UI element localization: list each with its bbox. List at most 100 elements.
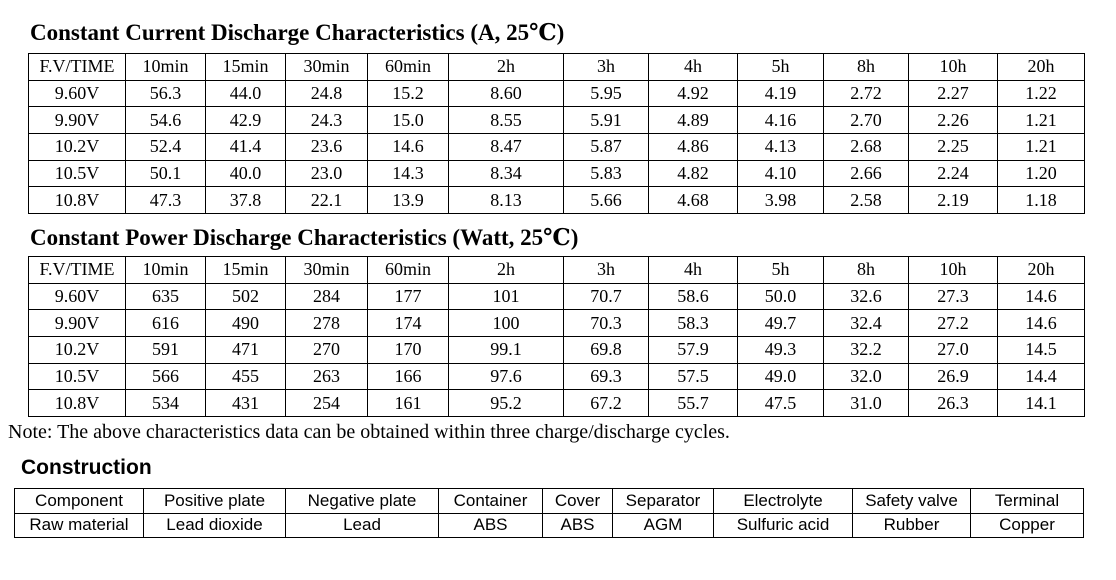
table-row: 10.8V 534 431 254 161 95.2 67.2 55.7 47.5 31.0 26.… xyxy=(28,389,1085,418)
table-row: 10.5V 50.1 40.0 23.0 14.3 8.34 5.83 4.82 4.10 2.6… xyxy=(28,159,1085,188)
table-cell: 2.24 xyxy=(908,159,998,188)
table-cell: 1.22 xyxy=(997,79,1085,108)
table-cell: 101 xyxy=(448,282,564,311)
table-cell: Safety valve xyxy=(852,488,971,514)
table-cell: 55.7 xyxy=(648,389,738,418)
header-row: F.V/TIME 10min 15min 30min 60min 2h 3h 4h 5h 8h 10… xyxy=(28,53,1085,81)
table-cell: 4.16 xyxy=(737,106,824,135)
header-row: F.V/TIME 10min 15min 30min 60min 2h 3h 4h 5h 8h 10… xyxy=(28,256,1085,284)
table-cell: 49.3 xyxy=(737,336,824,364)
table-cell: 2.25 xyxy=(908,133,998,161)
power-discharge-title: Constant Power Discharge Characteristics… xyxy=(30,225,579,250)
column-header: F.V/TIME xyxy=(28,256,126,284)
table-cell: 14.6 xyxy=(997,282,1085,311)
table-cell: 50.1 xyxy=(125,159,206,188)
table-cell: 32.0 xyxy=(823,362,909,391)
column-header: 10min xyxy=(125,256,206,284)
table-cell: 14.3 xyxy=(367,159,449,188)
table-cell: 32.2 xyxy=(823,336,909,364)
column-header: 10h xyxy=(908,53,998,81)
table-cell: 502 xyxy=(205,282,286,311)
table-cell: 431 xyxy=(205,389,286,418)
table-cell: 8.47 xyxy=(448,133,564,161)
table-cell: 2.19 xyxy=(908,186,998,215)
column-header: 8h xyxy=(823,256,909,284)
table-cell: 26.9 xyxy=(908,362,998,391)
table-cell: 52.4 xyxy=(125,133,206,161)
table-cell: 161 xyxy=(367,389,449,418)
table-cell: 2.68 xyxy=(823,133,909,161)
table-cell: 10.2V xyxy=(28,133,126,161)
column-header: 15min xyxy=(205,53,286,81)
table-cell: ABS xyxy=(438,512,543,538)
table-cell: 14.1 xyxy=(997,389,1085,418)
table-cell: 5.83 xyxy=(563,159,649,188)
table-cell: 37.8 xyxy=(205,186,286,215)
table-cell: 635 xyxy=(125,282,206,311)
table-row: Component Positive plate Negative plate Con… xyxy=(14,488,1084,514)
table-cell: 69.3 xyxy=(563,362,649,391)
table-cell: 27.3 xyxy=(908,282,998,311)
table-cell: 22.1 xyxy=(285,186,368,215)
table-cell: AGM xyxy=(612,512,714,538)
table-cell: 174 xyxy=(367,309,449,338)
table-cell: 4.10 xyxy=(737,159,824,188)
table-row: 10.2V 591 471 270 170 99.1 69.8 57.9 49.3 32.2 27.… xyxy=(28,336,1085,364)
table-cell: 41.4 xyxy=(205,133,286,161)
table-cell: 32.4 xyxy=(823,309,909,338)
table-cell: 254 xyxy=(285,389,368,418)
table-cell: 32.6 xyxy=(823,282,909,311)
table-cell: Terminal xyxy=(970,488,1084,514)
table-row: 9.60V 56.3 44.0 24.8 15.2 8.60 5.95 4.92 4.19 2.7… xyxy=(28,79,1085,108)
table-cell: 8.60 xyxy=(448,79,564,108)
column-header: 2h xyxy=(448,53,564,81)
table-cell: 31.0 xyxy=(823,389,909,418)
table-cell: 24.3 xyxy=(285,106,368,135)
table-cell: 490 xyxy=(205,309,286,338)
table-cell: 69.8 xyxy=(563,336,649,364)
table-cell: 2.70 xyxy=(823,106,909,135)
table-cell: 4.89 xyxy=(648,106,738,135)
table-cell: 15.0 xyxy=(367,106,449,135)
table-cell: 278 xyxy=(285,309,368,338)
table-cell: 8.13 xyxy=(448,186,564,215)
table-cell: 44.0 xyxy=(205,79,286,108)
table-row: 10.2V 52.4 41.4 23.6 14.6 8.47 5.87 4.86 4.13 2.6… xyxy=(28,133,1085,161)
table-cell: 14.6 xyxy=(367,133,449,161)
table-row: 10.5V 566 455 263 166 97.6 69.3 57.5 49.0 32.0 26.… xyxy=(28,362,1085,391)
table-cell: 15.2 xyxy=(367,79,449,108)
table-cell: 67.2 xyxy=(563,389,649,418)
table-cell: Electrolyte xyxy=(713,488,853,514)
table-cell: 2.72 xyxy=(823,79,909,108)
construction-table: Component Positive plate Negative plate Con… xyxy=(14,488,1084,538)
table-cell: 9.90V xyxy=(28,106,126,135)
column-header: 15min xyxy=(205,256,286,284)
table-cell: 24.8 xyxy=(285,79,368,108)
table-cell: 455 xyxy=(205,362,286,391)
column-header: 3h xyxy=(563,53,649,81)
column-header: 5h xyxy=(737,256,824,284)
column-header: 8h xyxy=(823,53,909,81)
table-cell: 166 xyxy=(367,362,449,391)
table-cell: 471 xyxy=(205,336,286,364)
table-cell: Positive plate xyxy=(143,488,286,514)
column-header: 60min xyxy=(367,53,449,81)
table-cell: 2.66 xyxy=(823,159,909,188)
table-cell: 100 xyxy=(448,309,564,338)
table-cell: 47.5 xyxy=(737,389,824,418)
table-cell: 58.6 xyxy=(648,282,738,311)
column-header: F.V/TIME xyxy=(28,53,126,81)
table-cell: 27.2 xyxy=(908,309,998,338)
table-cell: 591 xyxy=(125,336,206,364)
column-header: 4h xyxy=(648,256,738,284)
table-cell: 57.5 xyxy=(648,362,738,391)
table-cell: 8.34 xyxy=(448,159,564,188)
table-cell: 9.90V xyxy=(28,309,126,338)
table-cell: 10.8V xyxy=(28,389,126,418)
table-cell: 1.21 xyxy=(997,133,1085,161)
table-cell: 23.6 xyxy=(285,133,368,161)
table-cell: 9.60V xyxy=(28,282,126,311)
table-cell: 263 xyxy=(285,362,368,391)
table-row: 10.8V 47.3 37.8 22.1 13.9 8.13 5.66 4.68 3.98 2.5… xyxy=(28,186,1085,215)
table-row: Raw material Lead dioxide Lead ABS ABS AGM Sul… xyxy=(14,512,1084,538)
